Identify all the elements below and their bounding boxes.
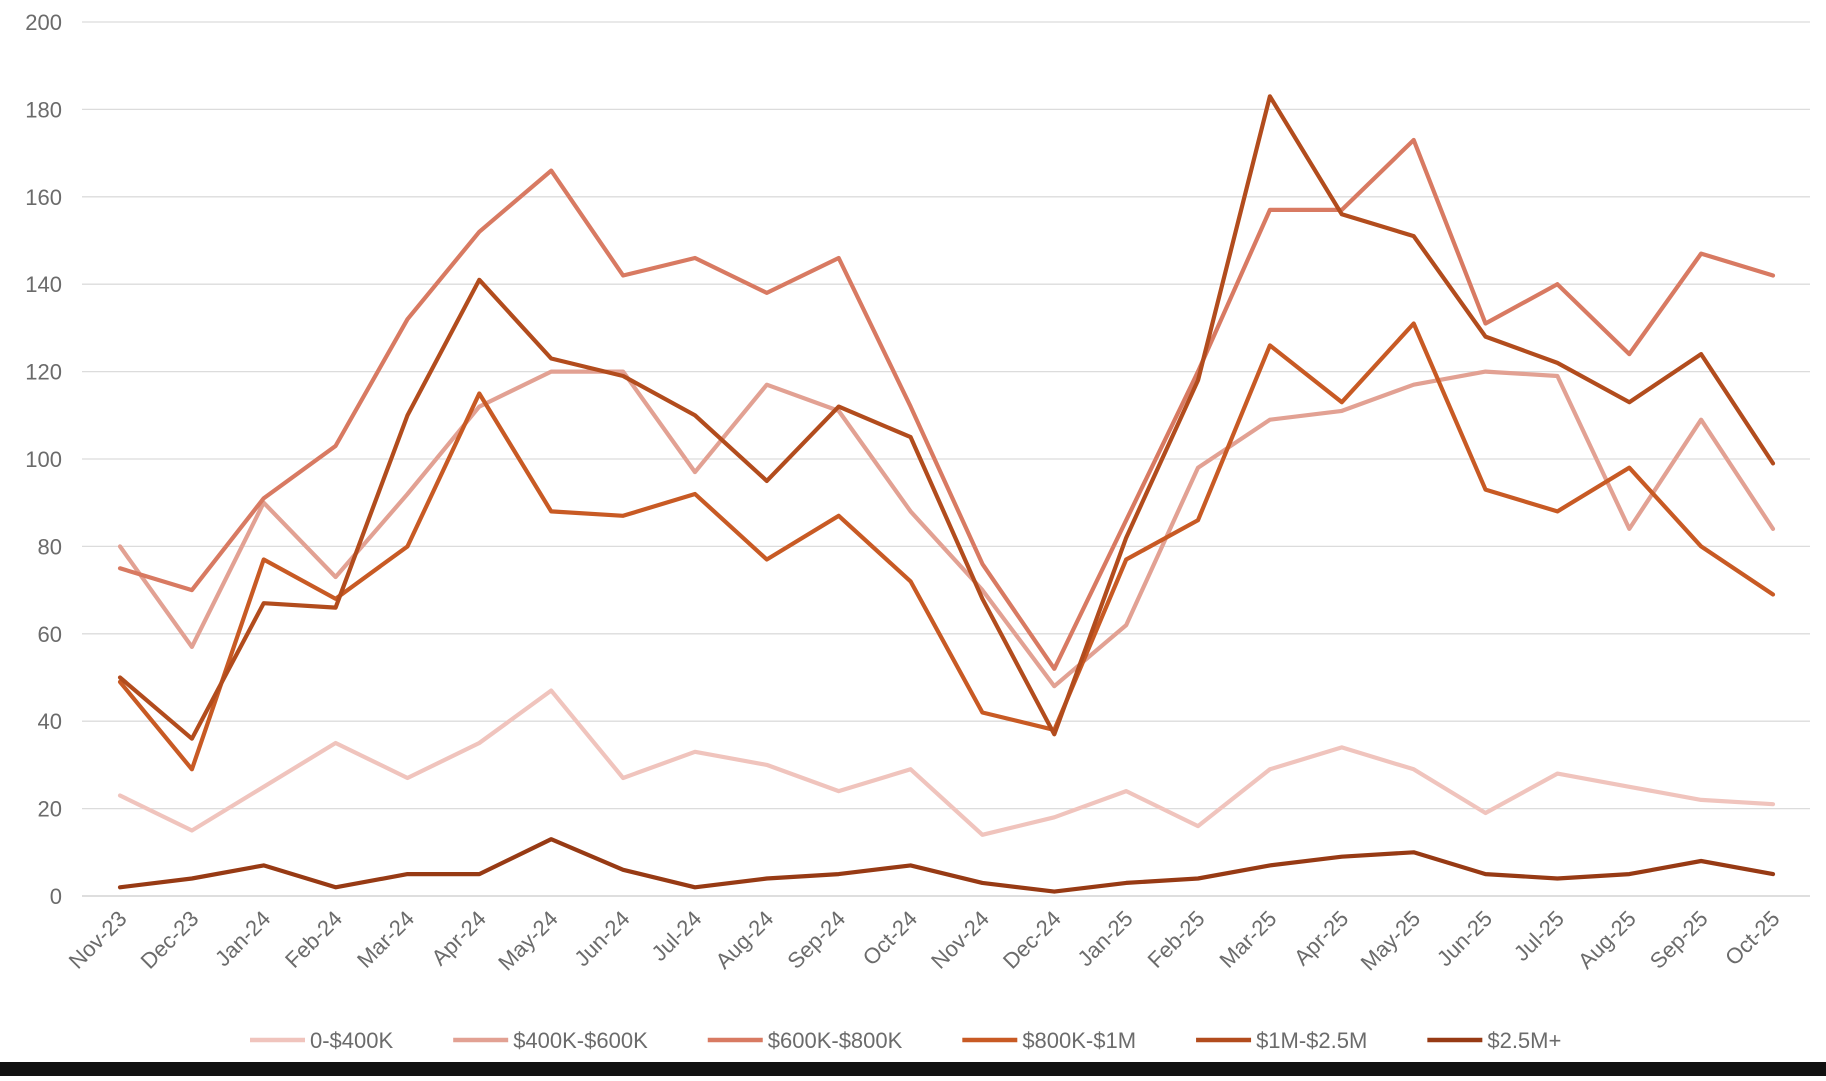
legend-item: $600K-$800K bbox=[707, 1028, 903, 1053]
x-tick-label: Nov-24 bbox=[926, 906, 994, 974]
y-axis-tick-labels: 0 20 40 60 80 100 120 140 160 180 200 bbox=[25, 10, 62, 909]
y-tick-label: 0 bbox=[50, 884, 62, 909]
series-line-2 bbox=[117, 137, 1776, 671]
x-tick-label: May-25 bbox=[1356, 906, 1426, 976]
legend-item: $2.5M+ bbox=[1427, 1028, 1561, 1053]
gridlines bbox=[82, 21, 1810, 897]
x-tick-label: Feb-25 bbox=[1143, 906, 1210, 973]
series-line-5 bbox=[117, 837, 1776, 894]
legend-label: $2.5M+ bbox=[1487, 1028, 1561, 1053]
legend-item: $800K-$1M bbox=[962, 1028, 1136, 1053]
series-line-4 bbox=[117, 94, 1776, 741]
y-tick-label: 80 bbox=[38, 534, 62, 559]
x-tick-label: Jul-25 bbox=[1509, 906, 1569, 966]
legend-label: $600K-$800K bbox=[768, 1028, 903, 1053]
series-line-3 bbox=[117, 321, 1776, 772]
x-tick-label: Apr-25 bbox=[1289, 906, 1353, 970]
x-tick-label: Dec-23 bbox=[136, 906, 204, 974]
y-tick-label: 180 bbox=[25, 97, 62, 122]
legend-item: $1M-$2.5M bbox=[1196, 1028, 1367, 1053]
y-tick-label: 160 bbox=[25, 185, 62, 210]
x-tick-label: Jun-25 bbox=[1432, 906, 1497, 971]
x-tick-label: Aug-25 bbox=[1573, 906, 1641, 974]
y-tick-label: 100 bbox=[25, 447, 62, 472]
legend-item: 0-$400K bbox=[250, 1028, 394, 1053]
x-tick-label: Oct-24 bbox=[858, 906, 922, 970]
y-tick-label: 140 bbox=[25, 272, 62, 297]
x-tick-label: Dec-24 bbox=[998, 906, 1066, 974]
y-tick-label: 20 bbox=[38, 797, 62, 822]
x-tick-label: Sep-25 bbox=[1645, 906, 1713, 974]
legend-label: $400K-$600K bbox=[513, 1028, 648, 1053]
series-line-0 bbox=[117, 688, 1776, 837]
y-tick-label: 40 bbox=[38, 709, 62, 734]
legend-item: $400K-$600K bbox=[453, 1028, 648, 1053]
legend-label: 0-$400K bbox=[310, 1028, 394, 1053]
y-tick-label: 120 bbox=[25, 360, 62, 385]
series-lines bbox=[117, 94, 1776, 894]
y-tick-label: 60 bbox=[38, 622, 62, 647]
x-tick-label: Jan-25 bbox=[1072, 906, 1137, 971]
x-tick-label: Mar-25 bbox=[1214, 906, 1281, 973]
x-tick-label: Jul-24 bbox=[646, 906, 706, 966]
x-tick-label: Jan-24 bbox=[210, 906, 275, 971]
x-tick-label: Sep-24 bbox=[782, 906, 850, 974]
x-tick-label: May-24 bbox=[493, 906, 563, 976]
x-tick-label: Feb-24 bbox=[280, 906, 347, 973]
x-tick-label: Apr-24 bbox=[427, 906, 491, 970]
x-tick-label: Nov-23 bbox=[64, 906, 132, 974]
x-tick-label: Aug-24 bbox=[711, 906, 779, 974]
window-bottom-edge bbox=[0, 1062, 1826, 1076]
y-tick-label: 200 bbox=[25, 10, 62, 35]
x-tick-label: Jun-24 bbox=[569, 906, 634, 971]
legend-label: $800K-$1M bbox=[1022, 1028, 1136, 1053]
x-tick-label: Oct-25 bbox=[1720, 906, 1784, 970]
legend-label: $1M-$2.5M bbox=[1256, 1028, 1367, 1053]
legend: 0-$400K $400K-$600K $600K-$800K $800K-$1M $1… bbox=[250, 1028, 1561, 1053]
series-line-1 bbox=[117, 369, 1776, 689]
x-axis-tick-labels: Nov-23 Dec-23 Jan-24 Feb-24 Mar-24 Apr-24 May-… bbox=[64, 906, 1785, 976]
x-tick-label: Mar-24 bbox=[352, 906, 419, 973]
